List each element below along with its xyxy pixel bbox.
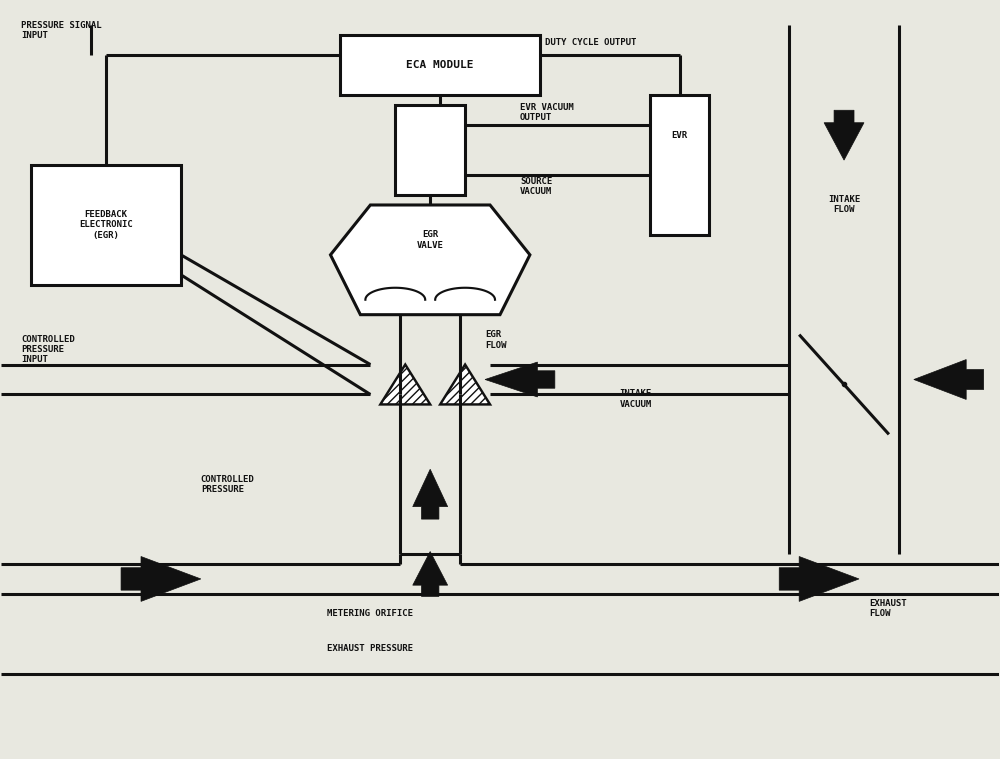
Text: METERING ORIFICE: METERING ORIFICE xyxy=(327,609,413,618)
Polygon shape xyxy=(121,556,201,601)
Polygon shape xyxy=(413,552,448,597)
Text: SOURCE
VACUUM: SOURCE VACUUM xyxy=(520,177,552,197)
Text: CONTROLLED
PRESSURE: CONTROLLED PRESSURE xyxy=(201,474,255,494)
Polygon shape xyxy=(330,205,530,315)
Text: EGR
FLOW: EGR FLOW xyxy=(485,330,507,350)
Polygon shape xyxy=(824,110,864,160)
Polygon shape xyxy=(380,364,430,405)
Text: EXHAUST PRESSURE: EXHAUST PRESSURE xyxy=(327,644,413,653)
Bar xyxy=(395,106,465,195)
Text: EVR VACUUM
OUTPUT: EVR VACUUM OUTPUT xyxy=(520,102,574,122)
Polygon shape xyxy=(413,469,448,519)
Text: FEEDBACK
ELECTRONIC
(EGR): FEEDBACK ELECTRONIC (EGR) xyxy=(79,210,133,240)
Bar xyxy=(31,165,181,285)
Polygon shape xyxy=(440,364,490,405)
Text: INTAKE
VACUUM: INTAKE VACUUM xyxy=(620,389,652,409)
Text: EGR
VALVE: EGR VALVE xyxy=(417,230,444,250)
Text: CONTROLLED
PRESSURE
INPUT: CONTROLLED PRESSURE INPUT xyxy=(21,335,75,364)
Bar xyxy=(340,36,540,96)
Text: INTAKE
FLOW: INTAKE FLOW xyxy=(828,195,860,214)
Text: DUTY CYCLE OUTPUT: DUTY CYCLE OUTPUT xyxy=(545,39,636,47)
Polygon shape xyxy=(779,556,859,601)
Text: PRESSURE SIGNAL
INPUT: PRESSURE SIGNAL INPUT xyxy=(21,20,102,40)
Text: EVR: EVR xyxy=(671,131,688,140)
Polygon shape xyxy=(914,360,984,399)
Text: ECA MODULE: ECA MODULE xyxy=(406,61,474,71)
Text: EXHAUST
FLOW: EXHAUST FLOW xyxy=(869,599,907,619)
Polygon shape xyxy=(485,362,555,397)
Bar xyxy=(650,96,709,235)
